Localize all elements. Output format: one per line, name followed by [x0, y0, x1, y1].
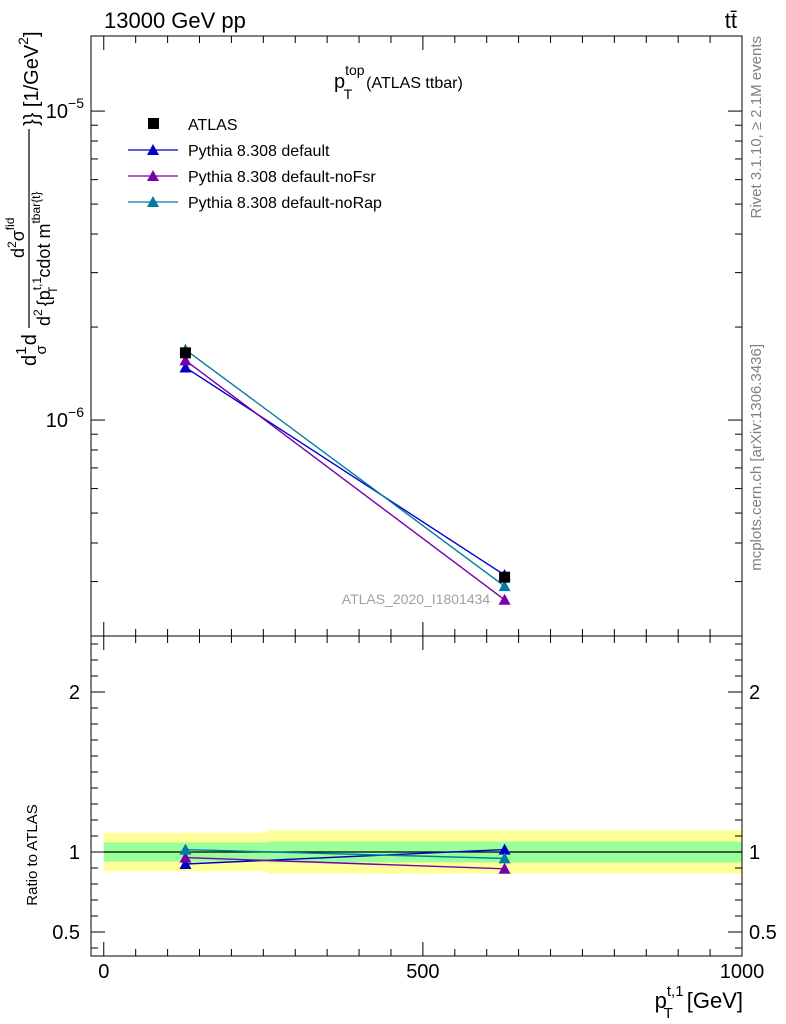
main-point-noRap-1	[498, 580, 511, 592]
main-y-tick-label-0: 10−6	[46, 404, 84, 432]
main-point-ATLAS-1	[499, 571, 511, 583]
ratio-frame	[90, 635, 743, 957]
rivet-label: Rivet 3.1.10, ≥ 2.1M events	[748, 36, 765, 219]
legend-marker-atlas	[148, 118, 159, 129]
main-y-tick-label-1: 10−5	[46, 95, 84, 123]
legend-item-nofsr: Pythia 8.308 default-noFsr	[128, 169, 376, 186]
main-ylabel-numerator: d2σfid	[3, 218, 28, 259]
ratio-point-noFsr-1	[498, 862, 511, 874]
main-panel: 10−6 10−5 ptop T (ATLAS ttbar) ATLAS_2020_I…	[3, 31, 743, 637]
ratio-point-noRap-1	[498, 852, 511, 864]
title-sub: T	[344, 86, 353, 102]
legend-label-nofsr: Pythia 8.308 default-noFsr	[188, 169, 376, 186]
x-tick-label-1: 500	[406, 961, 439, 983]
ratio-y-tick-label-right-2: 2	[749, 682, 760, 704]
main-point-default-0	[179, 361, 192, 373]
x-tick-label-2: 1000	[720, 961, 765, 983]
title-rest: (ATLAS ttbar)	[366, 75, 463, 92]
legend-label-default: Pythia 8.308 default	[188, 143, 330, 160]
main-ylabel-denominator: d2{pt,1 Tcdot mtbar{t}	[29, 192, 60, 326]
header-right: tt̄	[725, 8, 737, 33]
main-ylabel: d1 σd d2σfid d2{pt,1 Tcdot mtbar{t} }} [1/…	[3, 31, 60, 366]
header-left: 13000 GeV pp	[104, 8, 246, 33]
ratio-point-noFsr-0	[179, 851, 192, 863]
main-line-default	[185, 366, 505, 576]
legend-marker-default	[147, 144, 159, 155]
ratio-y-tick-label-right-0: 0.5	[749, 922, 777, 944]
ratio-ylabel: Ratio to ATLAS	[24, 804, 41, 905]
main-point-noFsr-0	[179, 354, 192, 366]
main-ylabel-units: }} [1/GeV2]	[15, 31, 43, 126]
legend-item-norap: Pythia 8.308 default-noRap	[128, 195, 382, 212]
ratio-y-tick-label-right-1: 1	[749, 842, 760, 864]
legend-label-norap: Pythia 8.308 default-noRap	[188, 195, 382, 212]
ratio-point-noRap-0	[179, 843, 192, 855]
ratio-y-tick-label-0: 0.5	[52, 922, 80, 944]
legend-marker-nofsr	[147, 170, 159, 181]
legend-label-atlas: ATLAS	[188, 117, 238, 134]
legend-item-atlas: ATLAS	[148, 117, 238, 134]
ratio-line-noFsr	[185, 856, 505, 870]
ratio-point-default-1	[498, 843, 511, 855]
x-tick-label-0: 0	[98, 961, 109, 983]
ratio-line-noRap	[185, 848, 505, 860]
ratio-point-default-0	[179, 858, 192, 869]
ratio-y-tick-label-2: 2	[69, 682, 80, 704]
legend: ATLAS Pythia 8.308 default Pythia 8.308 …	[128, 117, 382, 212]
title-main: p	[334, 71, 345, 93]
analysis-label: ATLAS_2020_I1801434	[342, 591, 491, 607]
main-line-noFsr	[185, 359, 505, 601]
mcplots-label: mcplots.cern.ch [arXiv:1306.3436]	[748, 344, 765, 571]
main-ylabel-text: d1 σd	[13, 334, 50, 366]
ratio-y-tick-label-1: 1	[69, 842, 80, 864]
legend-item-default: Pythia 8.308 default	[128, 143, 330, 160]
main-point-noFsr-1	[498, 593, 511, 605]
title-sup: top	[345, 62, 365, 78]
main-line-noRap	[185, 349, 505, 587]
plot-title: ptop T (ATLAS ttbar)	[334, 62, 463, 102]
x-axis-label: pt,1 T[GeV]	[655, 983, 743, 1022]
ratio-panel: 0.5 0.5 1 1 2 2 0 500 1000 Ratio to ATLAS pt,1 T[…	[24, 635, 777, 1022]
main-point-ATLAS-0	[179, 347, 191, 359]
legend-marker-norap	[147, 196, 159, 207]
ratio-line-default	[185, 848, 505, 865]
